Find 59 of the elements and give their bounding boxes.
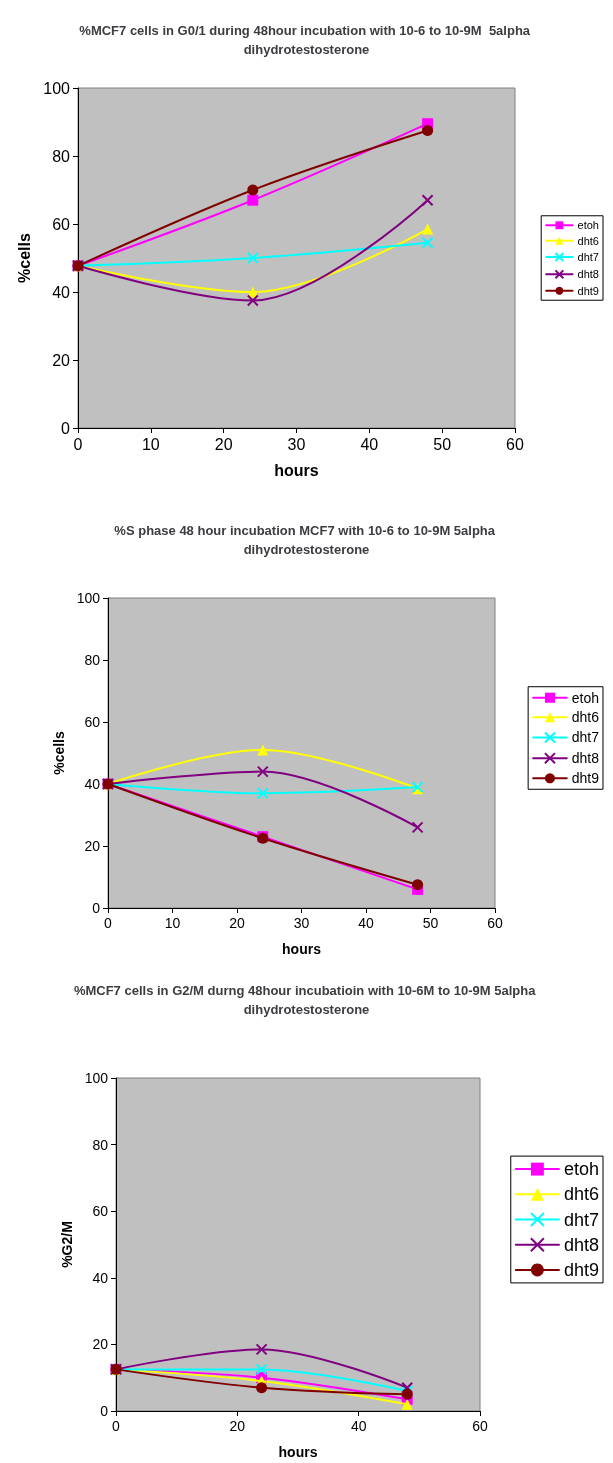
legend-label: dht7	[563, 1209, 600, 1230]
chart-title: %MCF7 cells in G2/M durng 48hour incubatioin with 10-6M to 10-9M 5alpha dihydrotestosterone	[73, 983, 540, 1017]
x-tick-label: 30	[293, 915, 310, 931]
y-axis-title: %cells	[50, 731, 67, 775]
chart-title: %MCF7 cells in G0/1 during 48hour incubation with 10-6 to 10-9M 5alpha dihydrotestosterone	[79, 23, 534, 57]
x-tick-label: 20	[229, 1418, 246, 1434]
y-axis-title: %cells	[15, 232, 33, 283]
y-tick-label: 40	[52, 283, 71, 301]
y-tick-label: 60	[84, 714, 101, 730]
x-tick-label: 60	[487, 915, 503, 931]
x-tick-label: 30	[287, 435, 306, 453]
x-tick-label: 40	[350, 1418, 367, 1434]
y-tick-label: 80	[84, 652, 101, 668]
y-tick-label: 40	[92, 1269, 109, 1286]
legend-label: dht6	[571, 709, 600, 726]
legend-label: dht8	[577, 268, 600, 281]
y-tick-label: 0	[92, 900, 101, 916]
legend-label: dht7	[577, 251, 600, 264]
legend-label: dht7	[571, 729, 600, 746]
y-tick-label: 80	[92, 1136, 109, 1153]
y-tick-label: 0	[100, 1403, 109, 1419]
y-tick-label: 20	[92, 1336, 109, 1353]
legend-label: dht6	[563, 1184, 600, 1205]
y-tick-label: 100	[84, 1070, 109, 1086]
legend-label: dht9	[571, 770, 600, 787]
x-tick-label: 60	[472, 1418, 488, 1434]
x-tick-label: 50	[433, 435, 452, 453]
y-tick-label: 100	[76, 590, 101, 606]
x-axis-title: hours	[278, 1444, 318, 1460]
chart-title: %S phase 48 hour incubation MCF7 with 10-6 to 10-9M 5alpha dihydrotestosterone	[114, 523, 499, 557]
legend-label: etoh	[563, 1159, 600, 1180]
y-tick-label: 80	[52, 147, 71, 165]
y-axis-title: %G2/M	[58, 1221, 75, 1268]
x-tick-label: 0	[112, 1418, 121, 1434]
x-tick-label: 50	[422, 915, 439, 931]
x-tick-label: 60	[506, 435, 524, 453]
x-axis-title: hours	[282, 941, 322, 957]
y-tick-label: 20	[84, 838, 101, 854]
legend-label: etoh	[577, 219, 600, 232]
legend-label: dht9	[577, 284, 600, 297]
y-tick-label: 100	[43, 79, 71, 97]
y-tick-label: 20	[52, 351, 71, 369]
x-tick-label: 10	[141, 435, 160, 453]
legend-label: dht6	[577, 234, 600, 247]
y-tick-label: 40	[84, 776, 101, 792]
legend-label: dht8	[571, 750, 600, 767]
legend-label: dht8	[563, 1234, 600, 1255]
x-tick-label: 10	[164, 915, 181, 931]
y-tick-label: 60	[92, 1203, 109, 1220]
x-tick-label: 40	[358, 915, 374, 931]
y-tick-label: 60	[52, 215, 71, 233]
x-axis-title: hours	[274, 461, 319, 479]
x-tick-label: 40	[360, 435, 379, 453]
legend-label: dht9	[563, 1259, 600, 1280]
x-tick-label: 0	[73, 435, 83, 453]
x-tick-label: 20	[229, 915, 245, 931]
x-tick-label: 20	[214, 435, 233, 453]
legend-label: etoh	[571, 689, 599, 706]
y-tick-label: 0	[61, 419, 71, 437]
